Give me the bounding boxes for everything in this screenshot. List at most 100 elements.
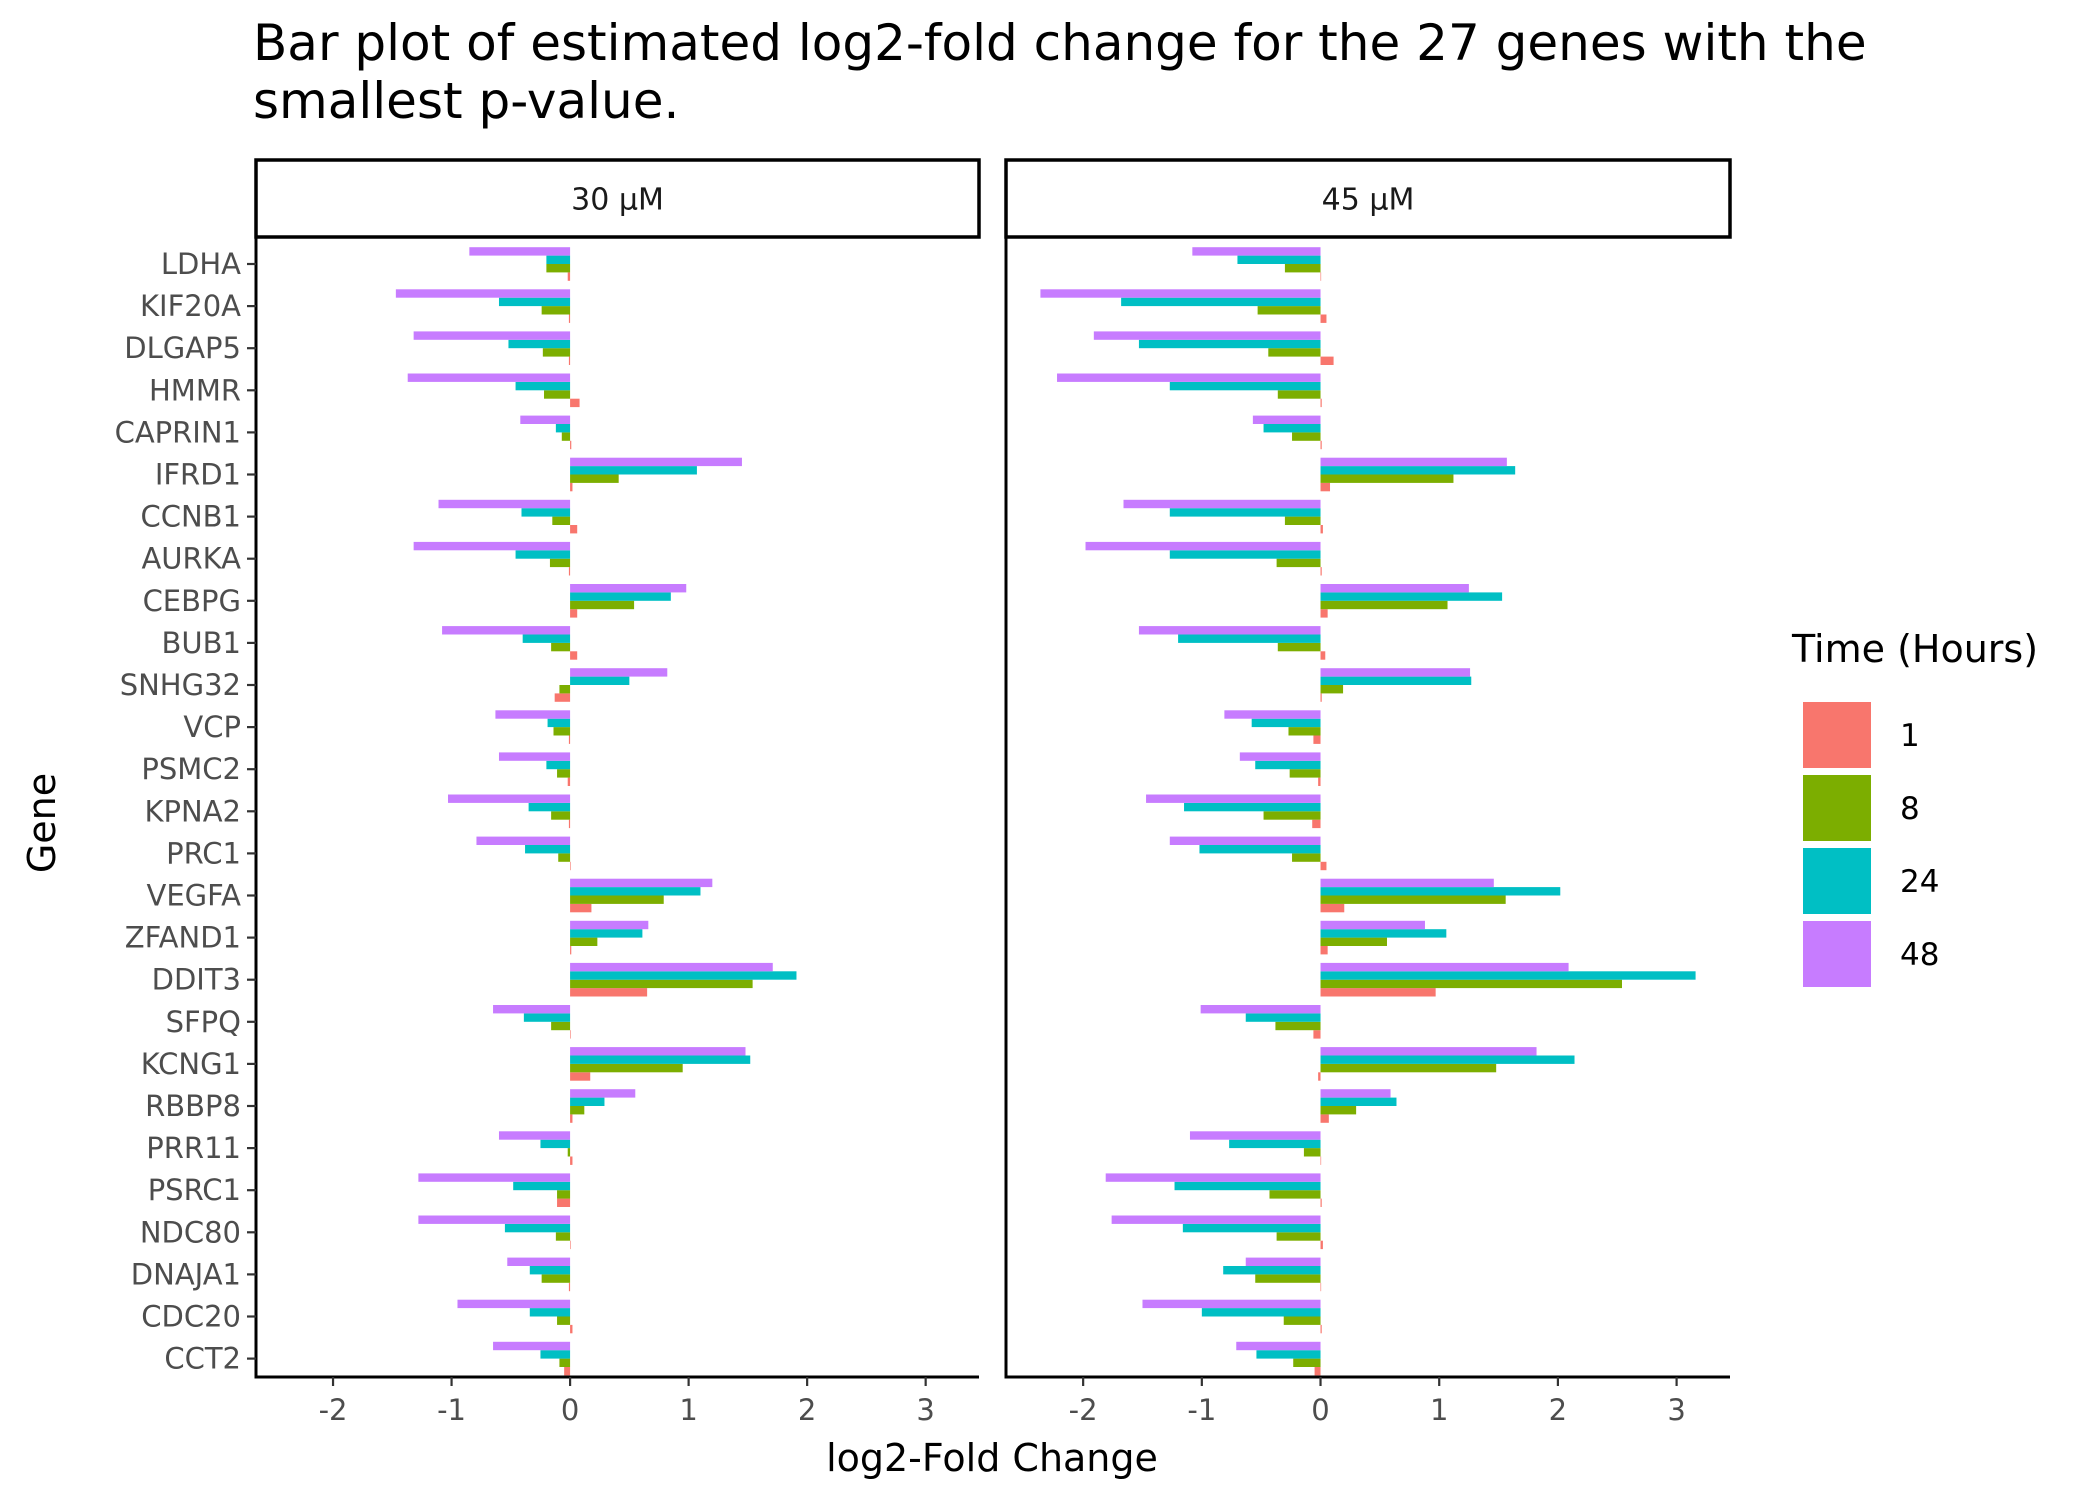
bar-psmc2-t24 [546,760,571,770]
bar-rbbp8-t24 [570,1097,605,1106]
bar-cdc20-t24 [529,1308,571,1317]
bar-cct2-t24 [540,1350,571,1359]
chart-title-line-2: smallest p-value. [253,72,680,130]
bar-rbbp8-t48 [1320,1089,1391,1098]
facet-panels: 30 µM -2 -1 0 1 2 3 45 µM -2 -1 0 1 2 3 [254,158,1732,1427]
x-tick-label: 1 [679,1393,697,1427]
bar-sfpq-t24 [523,1013,571,1022]
bar-dlgap5-t48 [1093,331,1321,340]
bar-vcp-t8 [553,727,571,736]
bar-rbbp8-t48 [570,1089,636,1098]
legend-label-48: 48 [1900,937,1939,973]
x-tick-label: -2 [1069,1393,1098,1427]
bar-hmmr-t1 [570,398,580,408]
y-tick-label-ndc80: NDC80 [140,1215,241,1249]
bar-kif20a-t8 [1257,306,1321,315]
bar-snhg32-t24 [1320,676,1472,685]
bar-prr11-t8 [1303,1148,1321,1157]
bar-dnaja1-t24 [529,1266,571,1275]
bar-ndc80-t1 [570,1240,571,1250]
facet-panel-2: 45 µM -2 -1 0 1 2 3 [1004,158,1732,1427]
bar-sfpq-t8 [551,1021,571,1031]
bar-prc1-t48 [1169,836,1321,845]
bar-bub1-t8 [1277,642,1321,652]
bar-dnaja1-t1 [568,1282,571,1292]
bar-hmmr-t1 [1320,398,1322,408]
bar-caprin1-t8 [1292,432,1321,441]
x-tick-label: 1 [1430,1393,1448,1427]
bar-dnaja1-t8 [1255,1274,1321,1283]
y-tick-label-cebpg: CEBPG [143,584,241,618]
bar-ifrd1-t24 [570,466,697,475]
bar-prr11-t48 [1189,1131,1321,1140]
bars [1040,247,1696,1376]
bar-kcng1-t48 [1320,1047,1537,1056]
legend-key-48 [1803,921,1871,987]
facet-strip [1004,158,1732,239]
bar-caprin1-t8 [561,432,571,441]
bar-cdc20-t1 [1320,1324,1322,1334]
bar-caprin1-t48 [520,415,571,424]
bar-hmmr-t24 [515,381,571,391]
bar-vegfa-t24 [570,887,701,896]
bar-kpna2-t8 [1263,811,1321,820]
bar-prc1-t1 [1320,861,1327,871]
bar-ccnb1-t24 [1169,508,1321,517]
bar-kif20a-t24 [498,297,571,307]
bar-snhg32-t8 [1320,685,1344,694]
bar-ddit3-t1 [570,988,648,997]
bar-aurka-t24 [1169,550,1321,559]
bar-snhg32-t8 [559,685,571,694]
y-tick-label-hmmr: HMMR [149,373,241,407]
bar-ldha-t1 [1320,272,1322,281]
bar-snhg32-t24 [570,676,630,685]
bar-ldha-t24 [546,255,571,264]
bar-aurka-t48 [413,541,571,551]
bar-psrc1-t24 [1174,1181,1321,1191]
bar-cct2-t48 [493,1341,571,1351]
bar-zfand1-t48 [1320,920,1425,930]
y-tick-label-ccnb1: CCNB1 [140,500,241,534]
bar-snhg32-t48 [570,668,668,677]
bar-prr11-t24 [1229,1139,1321,1149]
bar-bub1-t48 [1138,626,1321,635]
bar-kpna2-t48 [1146,794,1321,803]
bar-vcp-t8 [1288,727,1321,736]
bar-hmmr-t48 [407,373,571,382]
bar-prr11-t1 [1320,1156,1322,1165]
bar-kcng1-t48 [570,1047,746,1056]
bar-cct2-t1 [1314,1367,1321,1376]
bar-vegfa-t8 [1320,895,1506,904]
bar-cebpg-t1 [1320,609,1328,618]
y-tick-label-dnaja1: DNAJA1 [131,1257,241,1291]
bar-psrc1-t48 [1105,1173,1321,1182]
bar-ldha-t48 [1192,247,1321,256]
y-tick-label-sfpq: SFPQ [166,1005,241,1039]
bar-ldha-t48 [469,247,571,256]
bar-rbbp8-t8 [1320,1106,1357,1115]
bar-cebpg-t24 [570,592,671,601]
y-tick-label-kpna2: KPNA2 [145,794,242,828]
bar-snhg32-t1 [554,693,571,702]
bar-cdc20-t1 [570,1324,573,1334]
bar-dnaja1-t8 [541,1274,571,1283]
bar-vegfa-t1 [570,903,592,913]
bar-vegfa-t24 [1320,887,1561,896]
bar-kpna2-t1 [568,819,571,829]
bar-aurka-t24 [515,550,571,559]
bar-dlgap5-t24 [508,339,571,349]
y-tick-label-ldha: LDHA [161,247,241,281]
y-tick-label-rbbp8: RBBP8 [145,1089,241,1123]
x-tick-label: 3 [1667,1393,1685,1427]
bar-psrc1-t48 [418,1173,571,1182]
bar-ccnb1-t8 [552,516,571,525]
y-tick-label-vegfa: VEGFA [147,879,242,913]
bar-prr11-t8 [567,1148,571,1157]
x-tick-label: -1 [1187,1393,1216,1427]
bar-dnaja1-t48 [507,1257,571,1266]
x-tick-label: -1 [437,1393,466,1427]
bar-prr11-t24 [540,1139,571,1149]
y-axis: LDHA KIF20A DLGAP5 HMMR CAPRIN1 IFRD1 CCNB1 AUR… [115,247,256,1376]
bar-ifrd1-t48 [1320,457,1507,467]
bar-ndc80-t48 [418,1215,571,1224]
